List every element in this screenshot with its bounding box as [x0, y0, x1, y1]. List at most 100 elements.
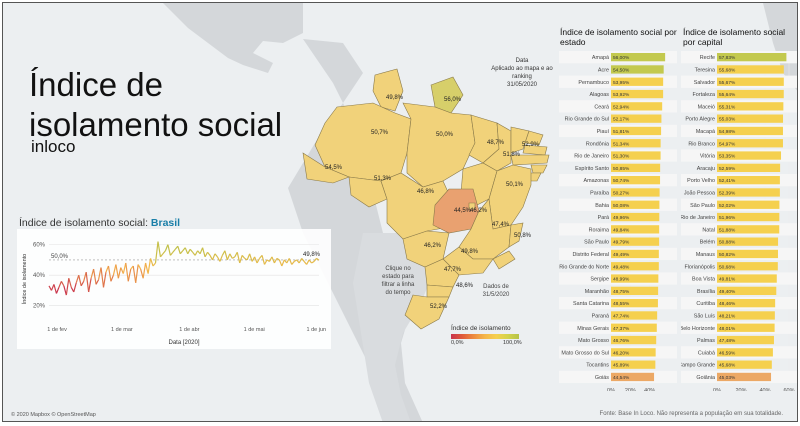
bar[interactable]: [611, 348, 656, 357]
bar[interactable]: [611, 237, 660, 246]
state-ro[interactable]: [348, 176, 388, 208]
bar[interactable]: [611, 225, 660, 234]
bar[interactable]: [717, 176, 780, 185]
bar[interactable]: [717, 200, 780, 209]
category-label: Belo Horizonte: [681, 326, 715, 332]
state-al[interactable]: [530, 164, 548, 174]
bar[interactable]: [611, 102, 663, 111]
bar[interactable]: [717, 274, 777, 283]
bar[interactable]: [717, 237, 779, 246]
bar[interactable]: [717, 102, 784, 111]
bar[interactable]: [717, 212, 780, 222]
hint-line: Dados de: [483, 284, 509, 290]
state-pa[interactable]: [402, 102, 476, 188]
line-segment: [246, 253, 251, 261]
bar[interactable]: [611, 65, 664, 74]
bar[interactable]: [611, 323, 657, 332]
line-segment: [152, 262, 156, 267]
bar[interactable]: [611, 286, 659, 295]
bar[interactable]: [717, 311, 775, 320]
state-mg[interactable]: [458, 198, 512, 260]
state-rr[interactable]: [372, 68, 404, 112]
category-label: Amazonas: [584, 178, 610, 184]
bar[interactable]: [611, 176, 661, 185]
bar[interactable]: [611, 360, 656, 369]
bar[interactable]: [611, 262, 659, 271]
line-chart-title-country[interactable]: Brasil: [150, 217, 181, 229]
hint-line: do tempo: [385, 290, 411, 296]
capital-ranking-chart[interactable]: Recife 57,83% Teresina 55,68% Salvador 55,67%…: [678, 49, 797, 407]
bar[interactable]: [611, 89, 664, 99]
bar[interactable]: [611, 126, 662, 136]
bar[interactable]: [717, 188, 780, 197]
state-rn[interactable]: [524, 130, 544, 146]
bar[interactable]: [717, 249, 778, 259]
bar[interactable]: [611, 212, 660, 222]
bar[interactable]: [611, 77, 664, 86]
bar[interactable]: [717, 225, 780, 234]
state-es[interactable]: [508, 222, 524, 248]
bar[interactable]: [717, 262, 778, 271]
line-segment: [97, 267, 102, 280]
state-ac[interactable]: [302, 152, 350, 184]
bar[interactable]: [611, 200, 660, 209]
bar[interactable]: [717, 299, 776, 308]
bar[interactable]: [717, 286, 777, 295]
bar[interactable]: [611, 188, 660, 197]
value-label: 46,59%: [719, 350, 736, 356]
bar[interactable]: [717, 114, 784, 123]
bar[interactable]: [717, 139, 783, 148]
bar[interactable]: [611, 335, 657, 345]
bar[interactable]: [611, 114, 662, 123]
category-label: Manaus: [696, 252, 715, 258]
bar[interactable]: [717, 348, 773, 357]
background-map[interactable]: 49,8% 56,0% 50,7% 50,0% 48,7% 52,9%51,8% 54,5%…: [3, 3, 798, 422]
bar[interactable]: [611, 53, 666, 62]
bar[interactable]: [717, 89, 784, 99]
bar[interactable]: [611, 163, 661, 172]
bar[interactable]: [611, 372, 655, 382]
category-label: Brasília: [697, 289, 715, 295]
x-tick-label: 40%: [644, 388, 655, 391]
bar[interactable]: [717, 360, 772, 369]
line-segment: [147, 258, 152, 274]
bar[interactable]: [717, 151, 782, 160]
state-pe[interactable]: [510, 154, 550, 166]
bar[interactable]: [611, 299, 658, 308]
state-sc[interactable]: [426, 284, 454, 298]
bar[interactable]: [611, 311, 658, 320]
state-ranking-chart[interactable]: Amapá 56,00% Acre 54,50% Pernambuco 53,95%Ala…: [559, 49, 677, 407]
line-segment: [132, 265, 137, 283]
bar[interactable]: [611, 139, 661, 148]
state-pr[interactable]: [424, 258, 460, 288]
date-legend[interactable]: Data Aplicado ao mapa e ao ranking 31/05…: [487, 57, 557, 89]
state-ce[interactable]: [510, 126, 530, 154]
state-ap[interactable]: [430, 76, 464, 114]
brazil-map[interactable]: [302, 68, 550, 330]
line-segment: [140, 268, 144, 279]
x-axis-label: Data [2020]: [168, 340, 199, 346]
bar[interactable]: [717, 163, 781, 172]
bar[interactable]: [611, 249, 659, 259]
bar[interactable]: [611, 274, 659, 283]
map-label-ma: 48,7%: [487, 140, 505, 146]
value-label: 56,00%: [613, 55, 630, 61]
line-chart[interactable]: 20% 40% 60% 50,0% 1 de fev 1 de mar 1 de abr 1 …: [17, 229, 331, 349]
bar[interactable]: [717, 126, 783, 136]
bar[interactable]: [717, 335, 774, 345]
bar[interactable]: [717, 323, 775, 332]
source-note: Fonte: Base In Loco. Não representa a po…: [599, 411, 783, 417]
state-ranking-panel: Amapá 56,00% Acre 54,50% Pernambuco 53,95% Ala…: [559, 49, 677, 407]
state-rs[interactable]: [404, 294, 450, 330]
bar[interactable]: [717, 372, 772, 382]
state-df[interactable]: [468, 202, 476, 210]
bar[interactable]: [717, 65, 784, 74]
state-go[interactable]: [432, 188, 480, 234]
bar[interactable]: [611, 151, 661, 160]
bar[interactable]: [717, 53, 787, 62]
value-label: 47,48%: [719, 338, 736, 344]
line-segment: [261, 255, 266, 265]
bar[interactable]: [717, 77, 784, 86]
line-segment: [162, 250, 166, 255]
state-rj[interactable]: [492, 250, 516, 270]
